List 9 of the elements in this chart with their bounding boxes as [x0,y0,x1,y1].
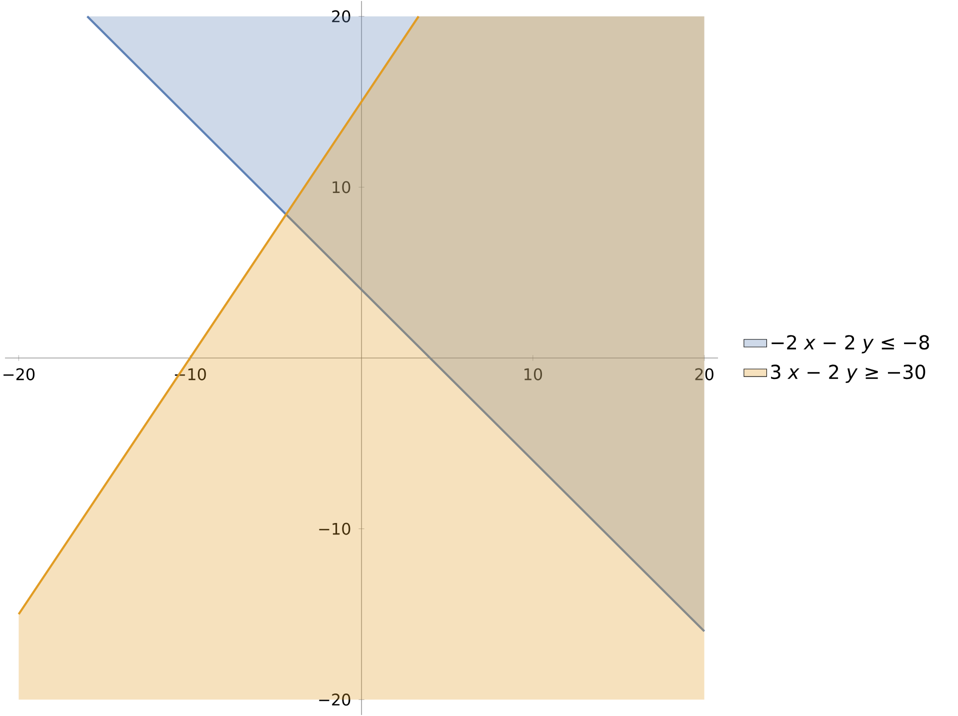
y-tick-label: 20 [332,10,350,22]
x-tick-label: 10 [524,368,542,380]
legend-label: −2 x − 2 y ≤ −8 [772,335,930,354]
y-tick-label: 10 [332,181,350,194]
x-tick-label: −20 [4,368,35,380]
y-tick-label: −10 [319,522,350,535]
y-tick-label: −20 [319,694,350,706]
x-tick-label: 20 [695,368,714,380]
legend-label: 3 x − 2 y ≥ −30 [771,364,926,383]
